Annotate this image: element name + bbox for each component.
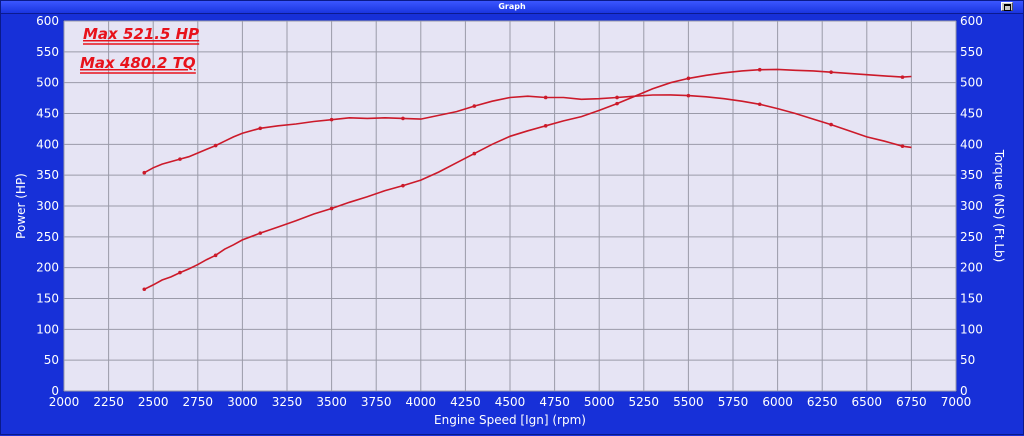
x-tick-label: 5500 xyxy=(673,395,704,409)
x-tick-label: 5250 xyxy=(629,395,660,409)
series-lines xyxy=(142,67,912,292)
x-tick-label: 4500 xyxy=(495,395,526,409)
data-point xyxy=(543,124,548,128)
tick-labels: 2000 2250 2500 2750 3000 3250 3500 3750 4000 4250… xyxy=(36,14,983,409)
data-point xyxy=(472,104,477,108)
data-point xyxy=(900,75,905,79)
y-tick-label: 300 xyxy=(36,199,59,213)
x-tick-label: 6000 xyxy=(762,395,793,409)
data-point xyxy=(615,101,619,106)
y2-tick-label: 100 xyxy=(960,322,983,336)
data-point xyxy=(178,270,182,275)
data-point xyxy=(213,143,218,148)
x-tick-label: 6750 xyxy=(896,395,927,409)
data-point xyxy=(829,122,833,127)
x-tick-label: 3250 xyxy=(272,395,303,409)
y-tick-label: 150 xyxy=(36,292,59,306)
data-point xyxy=(142,170,147,175)
data-point xyxy=(258,126,263,131)
y2-tick-label: 500 xyxy=(960,76,983,90)
x-tick-label: 3500 xyxy=(316,395,347,409)
x-tick-label: 6250 xyxy=(807,395,838,409)
x-tick-label: 4750 xyxy=(539,395,570,409)
x-tick-label: 5750 xyxy=(718,395,749,409)
window-title: Graph xyxy=(498,2,526,11)
x-tick-label: 3750 xyxy=(361,395,392,409)
data-point xyxy=(686,93,691,98)
y2-tick-label: 400 xyxy=(960,137,983,151)
data-point xyxy=(543,95,548,100)
y2-tick-label: 50 xyxy=(960,353,975,367)
y2-tick-label: 250 xyxy=(960,230,983,244)
x-tick-label: 5000 xyxy=(584,395,615,409)
y2-tick-label: 350 xyxy=(960,168,983,182)
y2-tick-label: 0 xyxy=(960,384,968,398)
y-tick-label: 400 xyxy=(36,137,59,151)
y2-tick-label: 600 xyxy=(960,14,983,28)
data-point xyxy=(757,67,762,72)
y2-axis-label: Torque (NS) (Ft.Lb) xyxy=(992,149,1006,263)
data-point xyxy=(142,287,147,292)
data-point xyxy=(401,183,405,188)
max-tq-annotation: Max 480.2 TQ xyxy=(80,54,196,72)
maximize-button[interactable] xyxy=(1001,2,1013,11)
data-point xyxy=(615,95,619,100)
x-tick-label: 2750 xyxy=(183,395,214,409)
grid-lines xyxy=(63,20,957,392)
y2-tick-label: 550 xyxy=(960,45,983,59)
y-tick-label: 600 xyxy=(36,14,59,28)
y-tick-label: 250 xyxy=(36,230,59,244)
title-bar[interactable]: Graph xyxy=(1,1,1023,14)
data-point xyxy=(213,253,218,258)
x-tick-label: 6500 xyxy=(852,395,883,409)
data-point xyxy=(686,76,691,81)
y2-tick-label: 300 xyxy=(960,199,983,213)
y2-tick-label: 450 xyxy=(960,107,983,121)
data-point xyxy=(178,157,182,161)
y-tick-label: 500 xyxy=(36,76,59,90)
data-point xyxy=(329,117,334,122)
x-tick-label: 2250 xyxy=(93,395,124,409)
y-tick-label: 550 xyxy=(36,45,59,59)
y-tick-label: 450 xyxy=(36,107,59,121)
data-point xyxy=(401,116,405,121)
y-tick-label: 50 xyxy=(44,353,59,367)
y2-tick-label: 200 xyxy=(960,261,983,275)
y-axis-label: Power (HP) xyxy=(14,173,28,239)
y-tick-label: 200 xyxy=(36,261,59,275)
x-tick-label: 4250 xyxy=(450,395,481,409)
data-point xyxy=(329,206,334,211)
data-point xyxy=(472,151,477,156)
y-tick-label: 0 xyxy=(51,384,59,398)
data-point xyxy=(900,144,905,148)
x-tick-label: 2500 xyxy=(138,395,169,409)
y2-tick-label: 150 xyxy=(960,292,983,306)
max-hp-annotation: Max 521.5 HP xyxy=(83,25,199,43)
x-tick-label: 4000 xyxy=(406,395,437,409)
x-tick-label: 2000 xyxy=(49,395,80,409)
data-point xyxy=(258,231,263,235)
data-point xyxy=(829,70,833,74)
data-point xyxy=(757,102,762,107)
y-tick-label: 100 xyxy=(36,322,59,336)
x-axis-label: Engine Speed [Ign] (rpm) xyxy=(434,413,586,427)
x-tick-label: 7000 xyxy=(941,395,972,409)
y-tick-label: 350 xyxy=(36,168,59,182)
x-tick-label: 3000 xyxy=(227,395,258,409)
